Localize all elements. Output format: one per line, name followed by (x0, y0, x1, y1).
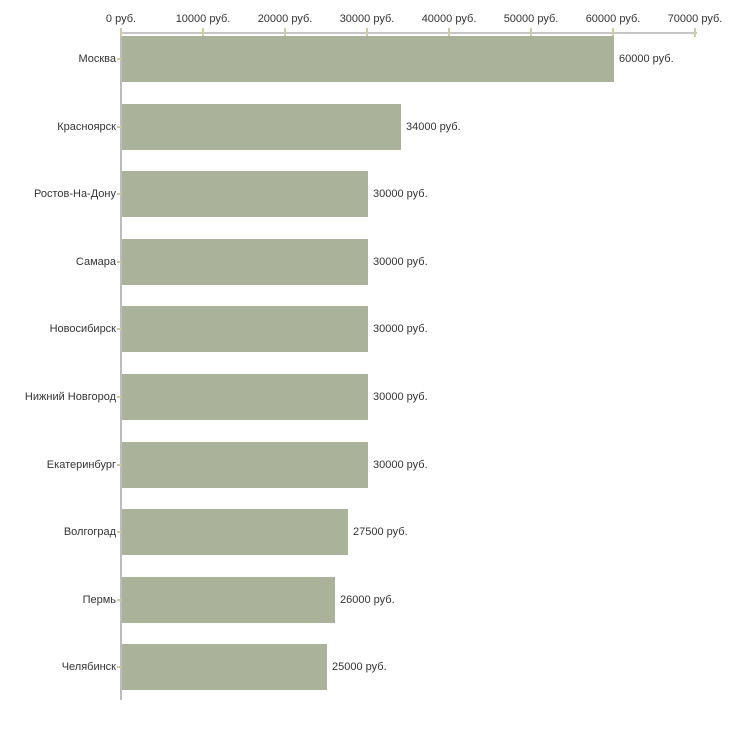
category-tick-mark (117, 193, 121, 196)
x-tick-mark (366, 28, 368, 37)
x-tick-label: 10000 руб. (175, 13, 231, 25)
y-axis-line (120, 32, 122, 700)
category-label: Екатеринбург (46, 458, 116, 471)
bar (122, 103, 401, 150)
category-tick-mark (117, 463, 121, 466)
value-label: 26000 руб. (340, 593, 395, 606)
x-tick-label: 60000 руб. (585, 13, 641, 25)
bar (122, 171, 368, 218)
category-tick-mark (117, 666, 121, 669)
category-tick-mark (117, 531, 121, 534)
x-tick-mark (202, 28, 204, 37)
category-tick-mark (117, 396, 121, 398)
category-label: Челябинск (61, 661, 116, 674)
x-tick-label: 40000 руб. (421, 13, 477, 25)
bar (122, 509, 348, 556)
value-label: 25000 руб. (332, 661, 387, 674)
bar (122, 36, 614, 82)
category-label: Москва (78, 53, 116, 65)
category-tick-mark (117, 260, 121, 263)
x-tick-label: 70000 руб. (667, 13, 723, 25)
x-tick-label: 20000 руб. (257, 13, 313, 25)
x-tick-mark (612, 28, 614, 37)
x-tick-label: 50000 руб. (503, 13, 559, 25)
x-tick-mark (694, 28, 696, 37)
value-label: 30000 руб. (373, 323, 428, 336)
value-label: 30000 руб. (373, 255, 428, 268)
x-tick-label: 30000 руб. (339, 13, 395, 25)
value-label: 30000 руб. (373, 391, 428, 403)
x-tick-mark (530, 28, 532, 37)
bar (122, 644, 327, 691)
x-tick-mark (120, 28, 122, 37)
value-label: 60000 руб. (619, 53, 674, 65)
category-label: Новосибирск (49, 323, 116, 336)
category-tick-mark (117, 598, 121, 601)
x-tick-mark (284, 28, 286, 37)
value-label: 34000 руб. (406, 120, 461, 133)
value-label: 30000 руб. (373, 188, 428, 201)
bar (122, 238, 368, 285)
category-label: Пермь (82, 593, 116, 606)
bar (122, 374, 368, 420)
category-tick-mark (117, 125, 121, 128)
x-axis-line (121, 32, 697, 34)
category-label: Красноярск (57, 120, 116, 133)
x-tick-mark (448, 28, 450, 37)
category-label: Самара (75, 255, 116, 268)
category-label: Нижний Новгород (24, 391, 116, 403)
x-tick-label: 0 руб. (105, 13, 137, 25)
category-tick-mark (117, 58, 121, 60)
category-tick-mark (117, 328, 121, 331)
category-label: Волгоград (63, 526, 116, 539)
bar (122, 306, 368, 353)
category-label: Ростов-На-Дону (33, 188, 116, 201)
value-label: 30000 руб. (373, 458, 428, 471)
bar (122, 441, 368, 488)
bar (122, 576, 335, 623)
value-label: 27500 руб. (353, 526, 408, 539)
